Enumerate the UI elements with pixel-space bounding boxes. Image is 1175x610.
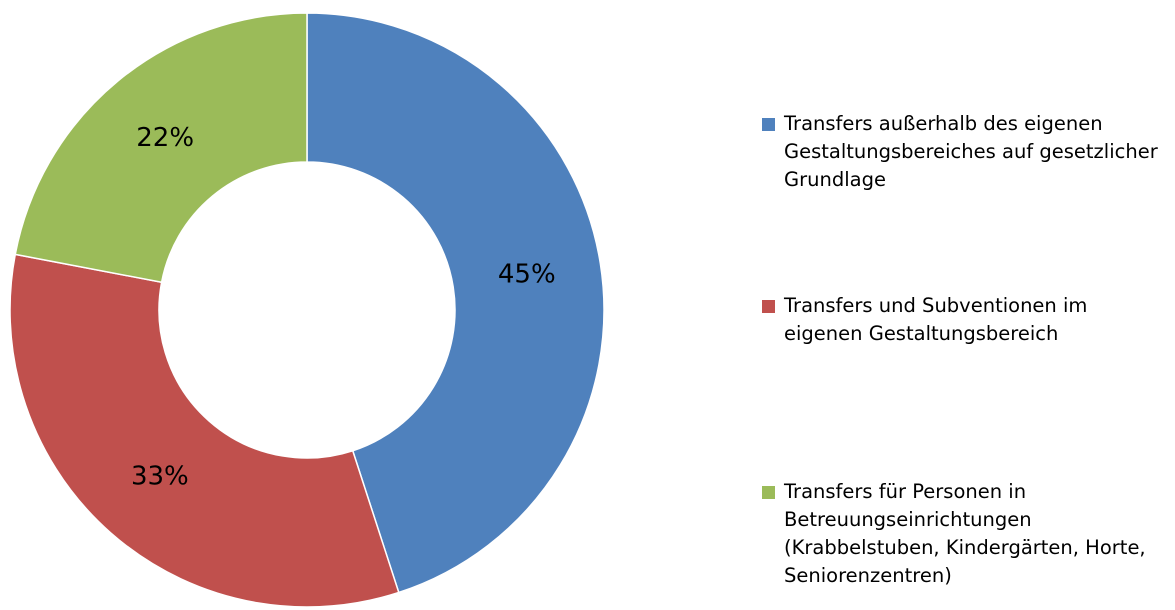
legend-item: Transfers und Subventionen im eigenen Ge… — [762, 292, 1162, 348]
legend-label: Transfers für Personen in Betreuungseinr… — [784, 480, 1146, 587]
donut-segment — [306, 12, 605, 594]
donut: 45% 33% 22% — [9, 12, 605, 608]
legend-label: Transfers außerhalb des eigenen Gestaltu… — [784, 112, 1158, 191]
donut-segment — [9, 253, 400, 608]
data-label: 22% — [136, 123, 194, 153]
legend-swatch — [762, 118, 775, 131]
legend-item: Transfers außerhalb des eigenen Gestaltu… — [762, 110, 1162, 194]
legend-swatch — [762, 486, 775, 499]
legend-label: Transfers und Subventionen im eigenen Ge… — [784, 294, 1088, 345]
legend-swatch — [762, 300, 775, 313]
legend-item: Transfers für Personen in Betreuungseinr… — [762, 478, 1162, 590]
data-label: 45% — [498, 260, 556, 290]
donut-segment — [14, 12, 308, 284]
data-label: 33% — [131, 461, 189, 491]
